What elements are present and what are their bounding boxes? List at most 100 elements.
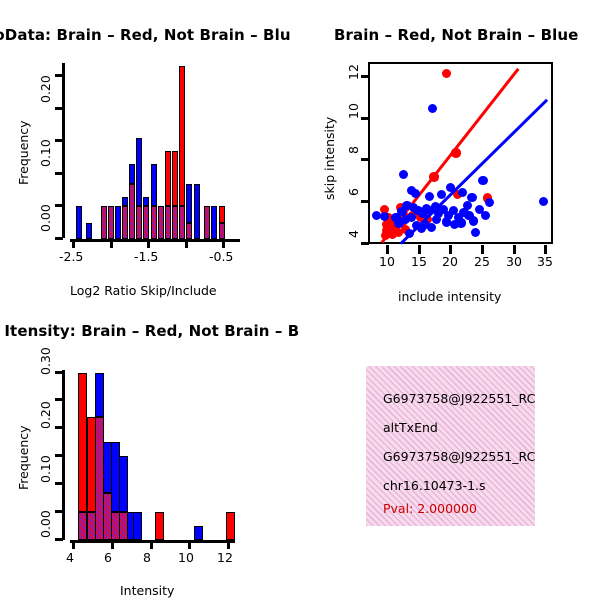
ratio-histogram-xlabel: Log2 Ratio Skip/Include bbox=[70, 283, 217, 298]
intensity-ytick-mark-2 bbox=[55, 482, 63, 485]
scatter-point-blue-13 bbox=[391, 212, 401, 222]
ratio-y-axis bbox=[62, 63, 65, 238]
histogram-bar-not-brain-0 bbox=[75, 206, 82, 239]
scatter-point-blue-9 bbox=[484, 198, 494, 208]
scatter-xtick-2: 20 bbox=[442, 254, 458, 269]
histogram-bar-brain-18 bbox=[218, 206, 225, 223]
scatter-point-blue-45 bbox=[407, 212, 417, 222]
scatter-xtick-5: 35 bbox=[537, 254, 553, 269]
scatter-point-blue-20 bbox=[426, 205, 436, 216]
scatter-plot-area bbox=[368, 62, 553, 245]
intensity-xtick-mark-0 bbox=[72, 540, 75, 549]
intensity-xtick-2: 8 bbox=[143, 550, 151, 565]
ratio-ytick-mark-4 bbox=[55, 107, 63, 110]
scatter-xtick-0: 10 bbox=[379, 254, 395, 269]
ratio-ytick-mark-0 bbox=[55, 237, 63, 240]
scatter-point-blue-32 bbox=[480, 210, 491, 220]
ratio-ytick-1: 0.10 bbox=[38, 139, 53, 167]
intensity-ytick-mark-6 bbox=[55, 371, 63, 374]
scatter-point-blue-24 bbox=[444, 210, 454, 220]
intensity-ytick-mark-3 bbox=[55, 454, 63, 457]
ratio-ytick-mark-5 bbox=[55, 74, 63, 77]
histogram-bar-brain-12 bbox=[172, 151, 179, 207]
histogram-bar-not-brain-2 bbox=[94, 372, 104, 418]
scatter-point-red-5 bbox=[380, 204, 390, 215]
scatter-point-blue-11 bbox=[371, 210, 381, 220]
scatter-xtick-mark-3 bbox=[481, 245, 484, 254]
scatter-ytick-1: 6 bbox=[346, 188, 361, 196]
ratio-histogram-title: RatioData: Brain – Red, Not Brain – Blu bbox=[0, 26, 291, 44]
ratio-histogram-bars bbox=[62, 55, 242, 240]
scatter-point-blue-10 bbox=[539, 197, 549, 207]
histogram-bar-brain-11 bbox=[164, 151, 171, 207]
scatter-point-blue-41 bbox=[456, 218, 466, 228]
scatter-point-blue-14 bbox=[397, 206, 407, 217]
scatter-xtick-4: 30 bbox=[506, 254, 522, 269]
intensity-histogram-xlabel: Intensity bbox=[120, 583, 175, 598]
histogram-bar-not-brain-9 bbox=[150, 164, 157, 207]
scatter-point-blue-15 bbox=[402, 201, 412, 211]
histogram-bar-not-brain-1 bbox=[86, 222, 93, 239]
ratio-ytick-mark-2 bbox=[55, 172, 63, 175]
scatter-point-red-26 bbox=[388, 229, 398, 240]
scatter-point-blue-12 bbox=[379, 211, 389, 221]
scatter-ytick-mark-3 bbox=[361, 117, 369, 120]
histogram-bar-overlap-8 bbox=[143, 206, 150, 239]
scatter-ytick-2: 8 bbox=[346, 146, 361, 154]
intensity-xtick-mark-3 bbox=[188, 540, 191, 549]
histogram-bar-overlap-14 bbox=[186, 222, 193, 239]
scatter-point-blue-35 bbox=[420, 220, 430, 230]
scatter-ytick-4: 12 bbox=[346, 64, 361, 80]
ratio-xtick-2: -0.5 bbox=[209, 249, 234, 264]
histogram-bar-overlap-3 bbox=[107, 206, 114, 239]
ratio-ytick-mark-3 bbox=[55, 139, 63, 142]
scatter-point-red-2 bbox=[429, 172, 439, 182]
histogram-bar-overlap-16 bbox=[204, 206, 211, 239]
scatter-point-blue-6 bbox=[436, 189, 446, 199]
ratio-xtick-mark-3 bbox=[185, 239, 188, 248]
scatter-point-blue-37 bbox=[426, 223, 437, 233]
scatter-point-red-4 bbox=[482, 193, 492, 203]
intensity-ytick-mark-0 bbox=[55, 538, 63, 541]
ratio-xtick-mark-1 bbox=[110, 239, 113, 248]
histogram-bar-brain-13 bbox=[179, 66, 186, 207]
ratio-xtick-mark-4 bbox=[222, 239, 225, 248]
scatter-ytick-mark-2 bbox=[361, 158, 369, 161]
scatter-xtick-mark-4 bbox=[513, 245, 516, 254]
intensity-ytick-3: 0.30 bbox=[38, 347, 53, 375]
histogram-bar-not-brain-7 bbox=[132, 512, 142, 540]
scatter-point-blue-1 bbox=[398, 169, 408, 179]
scatter-point-blue-8 bbox=[467, 192, 477, 202]
scatter-point-blue-31 bbox=[474, 204, 484, 215]
scatter-xlabel: include intensity bbox=[398, 289, 502, 304]
histogram-bar-brain-10 bbox=[226, 512, 236, 540]
scatter-point-blue-7 bbox=[458, 187, 468, 197]
intensity-ytick-mark-5 bbox=[55, 398, 63, 401]
intensity-xtick-mark-4 bbox=[227, 540, 230, 549]
scatter-point-blue-21 bbox=[430, 202, 440, 212]
scatter-point-blue-33 bbox=[412, 221, 422, 231]
info-line-1: altTxEnd bbox=[383, 420, 438, 435]
scatter-point-blue-3 bbox=[445, 182, 456, 193]
scatter-xtick-3: 25 bbox=[474, 254, 490, 269]
scatter-point-blue-22 bbox=[434, 208, 444, 218]
scatter-point-blue-17 bbox=[413, 205, 423, 216]
histogram-bar-not-brain-17 bbox=[211, 206, 218, 239]
ratio-x-axis bbox=[70, 239, 240, 242]
ratio-ytick-2: 0.20 bbox=[38, 75, 53, 103]
intensity-histogram-bars bbox=[62, 360, 242, 541]
histogram-bar-overlap-18 bbox=[218, 222, 225, 239]
info-line-3: chr16.10473-1.s bbox=[383, 478, 486, 493]
scatter-point-blue-0 bbox=[428, 103, 438, 113]
scatter-point-red-0 bbox=[441, 69, 451, 79]
histogram-bar-not-brain-6 bbox=[129, 164, 136, 184]
scatter-xtick-mark-5 bbox=[544, 245, 547, 254]
info-line-0: G6973758@J922551_RC bbox=[383, 391, 535, 406]
scatter-ytick-3: 10 bbox=[346, 103, 361, 119]
histogram-bar-overlap-2 bbox=[100, 206, 107, 239]
histogram-bar-not-brain-4 bbox=[114, 206, 121, 239]
scatter-point-blue-42 bbox=[400, 214, 410, 224]
histogram-bar-overlap-11 bbox=[164, 206, 171, 239]
ratio-ytick-mark-1 bbox=[55, 204, 63, 207]
scatter-point-blue-18 bbox=[418, 208, 428, 218]
